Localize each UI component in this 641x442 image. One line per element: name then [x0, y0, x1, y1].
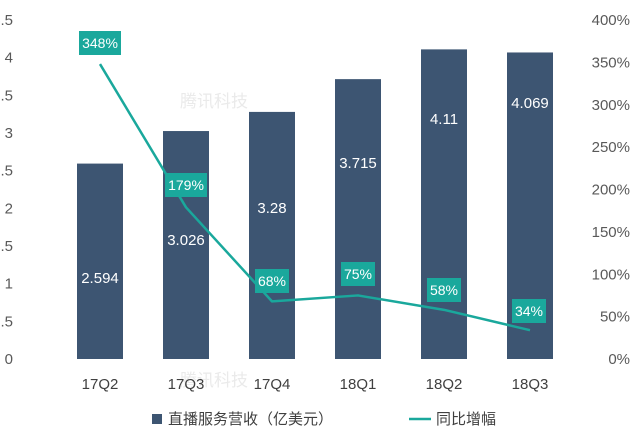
right-tick-label: 0%	[608, 351, 630, 368]
bar-18Q1	[335, 79, 381, 360]
growth-value-label: 75%	[344, 266, 372, 282]
right-tick-label: 400%	[592, 12, 630, 29]
legend: 直播服务营收（亿美元） 同比增幅	[152, 410, 496, 428]
x-tick-label: 18Q1	[340, 376, 377, 393]
right-tick-label: 50%	[600, 309, 630, 326]
right-tick-label: 200%	[592, 182, 630, 199]
growth-label-box	[165, 173, 207, 197]
right-tick-label: 250%	[592, 139, 630, 156]
x-axis-category-labels: 17Q2 17Q3 17Q4 18Q1 18Q2 18Q3	[82, 376, 549, 393]
bar-17Q4	[249, 111, 295, 359]
bar-series	[77, 49, 553, 360]
x-tick-label: 18Q3	[512, 376, 549, 393]
right-tick-label: 300%	[592, 97, 630, 114]
bar-value-label: 3.715	[339, 155, 377, 172]
growth-value-label: 68%	[258, 273, 286, 289]
legend-bar-swatch	[152, 414, 162, 424]
bar-value-label: 3.026	[167, 232, 205, 249]
legend-line-label: 同比增幅	[436, 410, 496, 428]
growth-value-label: 58%	[430, 282, 458, 298]
bar-value-labels: 2.594 3.026 3.28 3.715 4.11 4.069	[81, 95, 549, 287]
bar-17Q2	[77, 163, 123, 359]
x-tick-label: 18Q2	[426, 376, 463, 393]
bar-value-label: 4.11	[430, 111, 458, 128]
legend-bar-label: 直播服务营收（亿美元）	[168, 410, 333, 428]
growth-value-label: 34%	[515, 303, 543, 319]
right-tick-label: 100%	[592, 266, 630, 283]
left-tick-label: 4	[5, 50, 13, 67]
growth-value-label: 179%	[168, 177, 204, 193]
x-tick-label: 17Q4	[254, 376, 291, 393]
growth-label-box	[512, 299, 546, 323]
left-tick-label: 1.5	[0, 238, 13, 255]
right-axis-ticks: 0% 50% 100% 150% 200% 250% 300% 350% 400%	[592, 12, 630, 368]
growth-label-box	[255, 269, 289, 293]
growth-value-labels: 348% 179% 68% 75% 58% 34%	[79, 31, 546, 323]
right-tick-label: 150%	[592, 224, 630, 241]
left-axis-ticks: 0 0.5 1 1.5 2 2.5 3 3.5 4 4.5	[0, 12, 13, 368]
left-tick-label: 2	[5, 200, 13, 217]
growth-value-label: 348%	[82, 35, 118, 51]
right-tick-label: 350%	[592, 54, 630, 71]
left-tick-label: 0.5	[0, 313, 13, 330]
growth-label-box	[79, 31, 121, 55]
bar-value-label: 4.069	[511, 95, 549, 112]
left-tick-label: 1	[5, 276, 13, 293]
left-tick-label: 3	[5, 125, 13, 142]
bar-17Q3	[163, 131, 209, 359]
x-tick-label: 17Q3	[168, 376, 205, 393]
bar-value-label: 2.594	[81, 270, 119, 287]
watermark-text: 腾讯科技	[180, 92, 248, 112]
x-tick-label: 17Q2	[82, 376, 119, 393]
left-tick-label: 2.5	[0, 163, 13, 180]
left-tick-label: 0	[5, 351, 13, 368]
watermark-text: 腾讯科技	[180, 371, 248, 391]
growth-label-box	[427, 278, 461, 302]
bar-value-label: 3.28	[257, 200, 286, 217]
left-tick-label: 4.5	[0, 12, 13, 29]
growth-label-box	[341, 262, 375, 286]
left-tick-label: 3.5	[0, 87, 13, 104]
